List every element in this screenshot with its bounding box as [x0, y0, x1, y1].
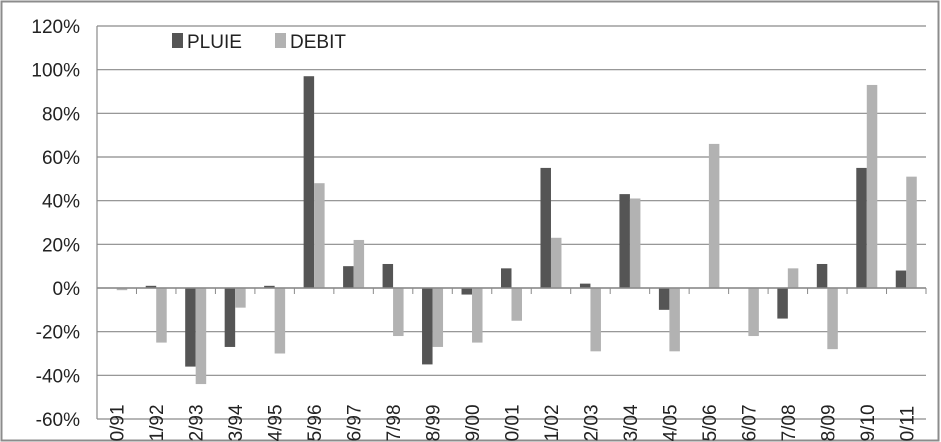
bar-pluie: [658, 288, 670, 310]
bar-debit: [906, 176, 917, 288]
bar-pluie: [856, 167, 867, 288]
x-tick-label: 09/10: [858, 404, 879, 442]
x-tick-label: 95/96: [305, 404, 326, 442]
x-tick-label: 01/02: [542, 404, 563, 442]
legend-label-pluie: PLUIE: [187, 32, 242, 53]
x-tick-label: 02/03: [581, 404, 602, 442]
x-tick-label: 91/92: [147, 404, 168, 442]
y-tick-label: 80%: [42, 104, 80, 125]
x-tick-label: 10/11: [897, 406, 918, 442]
bars: [116, 76, 917, 385]
x-tick-label: 92/93: [187, 404, 208, 442]
y-tick-label: 60%: [42, 148, 80, 169]
bar-pluie: [461, 288, 473, 295]
y-tick-label: 40%: [42, 192, 80, 213]
bar-pluie: [185, 288, 196, 367]
bar-debit: [274, 288, 286, 354]
bar-debit: [590, 288, 601, 352]
bar-debit: [393, 288, 404, 337]
y-tick-label: 100%: [31, 61, 80, 82]
bar-pluie: [816, 263, 828, 288]
bar-pluie: [303, 76, 315, 288]
legend: PLUIE DEBIT: [172, 32, 346, 53]
bar-debit: [748, 288, 759, 337]
x-tick-label: 08/09: [818, 404, 839, 442]
legend-label-debit: DEBIT: [290, 32, 346, 53]
x-tick-label: 07/08: [779, 404, 800, 442]
legend-swatch-debit: [275, 33, 286, 48]
y-tick-label: 120%: [31, 17, 80, 38]
x-tick-label: 05/06: [700, 404, 721, 442]
bar-debit: [827, 288, 838, 350]
bar-pluie: [422, 288, 433, 365]
bar-debit: [669, 288, 680, 352]
bar-pluie: [579, 283, 591, 288]
bar-debit: [314, 183, 325, 288]
x-tick-label: 98/99: [424, 404, 445, 442]
x-tick-label: 99/00: [463, 404, 484, 442]
x-tick-label: 97/98: [384, 404, 405, 442]
bar-debit: [472, 288, 483, 343]
y-tick-label: -20%: [36, 323, 80, 344]
bar-debit: [708, 143, 720, 288]
bar-pluie: [145, 285, 157, 288]
bar-pluie: [382, 263, 394, 288]
y-tick-label: -40%: [36, 366, 80, 387]
x-tick-label: 90/91: [108, 404, 129, 442]
bar-pluie: [619, 194, 630, 288]
bar-pluie: [264, 285, 275, 288]
legend-swatch-pluie: [172, 33, 183, 48]
y-tick-label: 0%: [53, 279, 81, 300]
x-tick-label: 93/94: [226, 404, 247, 442]
x-tick-label: 96/97: [345, 404, 366, 442]
axes: 120% 100% 80% 60% 40% 20% 0% -20% -40% -60% 90/91 9…: [31, 17, 927, 442]
bar-debit: [629, 198, 641, 288]
bar-debit: [432, 288, 444, 347]
bar-debit: [353, 239, 365, 288]
bar-debit: [550, 237, 562, 288]
bar-debit: [195, 288, 207, 385]
x-tick-label: 03/04: [621, 404, 642, 442]
bar-debit: [787, 268, 799, 288]
y-tick-label: 20%: [42, 235, 80, 256]
bar-debit: [235, 288, 246, 308]
x-tick-label: 00/01: [503, 404, 524, 442]
bar-pluie: [224, 288, 236, 347]
bar-pluie: [540, 167, 551, 288]
bar-pluie: [501, 268, 512, 288]
bar-pluie: [343, 266, 354, 288]
bar-pluie: [895, 270, 907, 288]
bar-debit: [156, 288, 167, 343]
bar-pluie: [777, 288, 788, 319]
bar-debit: [511, 288, 522, 321]
x-tick-label: 04/05: [660, 404, 681, 442]
bar-debit: [116, 288, 128, 291]
y-tick-label: -60%: [36, 410, 80, 431]
x-tick-label: 94/95: [266, 404, 287, 442]
x-tick-label: 06/07: [739, 404, 760, 442]
bar-debit: [866, 84, 878, 288]
